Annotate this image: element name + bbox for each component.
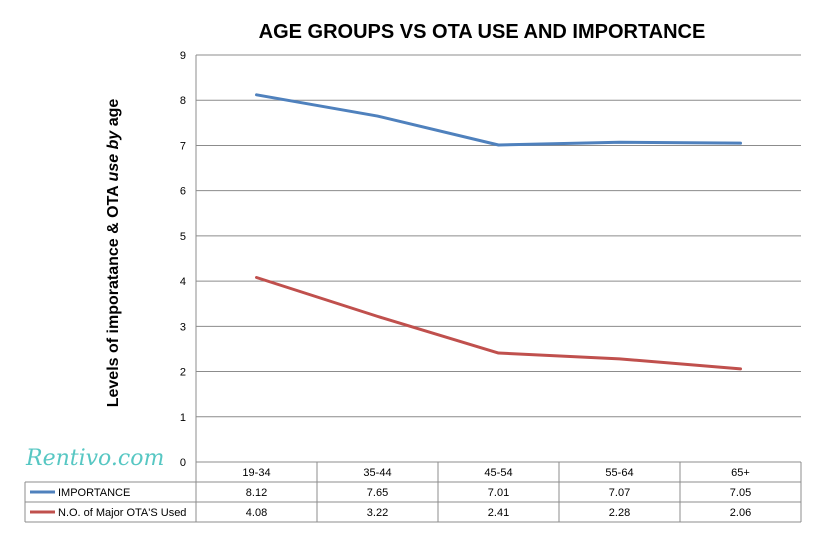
- data-value-label: 7.07: [609, 487, 630, 499]
- series-line: [255, 275, 742, 371]
- y-tick-label: 7: [180, 140, 186, 152]
- y-tick-label: 1: [180, 412, 186, 424]
- data-value-label: 2.28: [609, 507, 630, 519]
- data-value-label: 2.41: [488, 507, 509, 519]
- data-value-label: 2.06: [730, 507, 751, 519]
- y-tick-label: 3: [180, 321, 186, 333]
- y-axis-ticks: 0 1 2 3 4 5 6 7 8 9: [180, 50, 186, 469]
- x-category-label: 45-54: [484, 467, 512, 479]
- data-value-label: 3.22: [367, 507, 388, 519]
- y-axis-label: Levels of imporatance & OTA use by age: [105, 99, 122, 408]
- series-line: [255, 93, 742, 147]
- data-value-label: 7.01: [488, 487, 509, 499]
- y-tick-label: 9: [180, 50, 186, 62]
- x-category-label: 65+: [731, 467, 750, 479]
- legend-series-name: N.O. of Major OTA'S Used: [58, 507, 186, 519]
- grid: [195, 54, 801, 462]
- y-axis-label-part: use by: [105, 130, 122, 182]
- data-value-label: 7.05: [730, 487, 751, 499]
- y-tick-label: 5: [180, 231, 186, 243]
- y-axis-label-part: Levels of imporatance & OTA: [105, 181, 122, 407]
- y-tick-label: 0: [180, 457, 186, 469]
- data-table: 19-34 35-44 45-54 55-64 65+ IMPORTANCE 8.12 7.6…: [24, 461, 802, 523]
- data-value-label: 8.12: [246, 487, 267, 499]
- y-tick-label: 4: [180, 276, 186, 288]
- x-category-label: 35-44: [363, 467, 391, 479]
- series-lines: [255, 93, 742, 371]
- data-value-label: 4.08: [246, 507, 267, 519]
- x-category-label: 55-64: [605, 467, 633, 479]
- x-category-label: 19-34: [242, 467, 270, 479]
- y-tick-label: 8: [180, 95, 186, 107]
- y-tick-label: 6: [180, 186, 186, 198]
- y-tick-label: 2: [180, 367, 186, 379]
- data-value-label: 7.65: [367, 487, 388, 499]
- watermark-logo: Rentivo.com: [25, 446, 164, 471]
- y-axis-label-part: age: [105, 99, 122, 131]
- legend-series-name: IMPORTANCE: [58, 487, 130, 499]
- chart-title: AGE GROUPS VS OTA USE AND IMPORTANCE: [259, 21, 706, 43]
